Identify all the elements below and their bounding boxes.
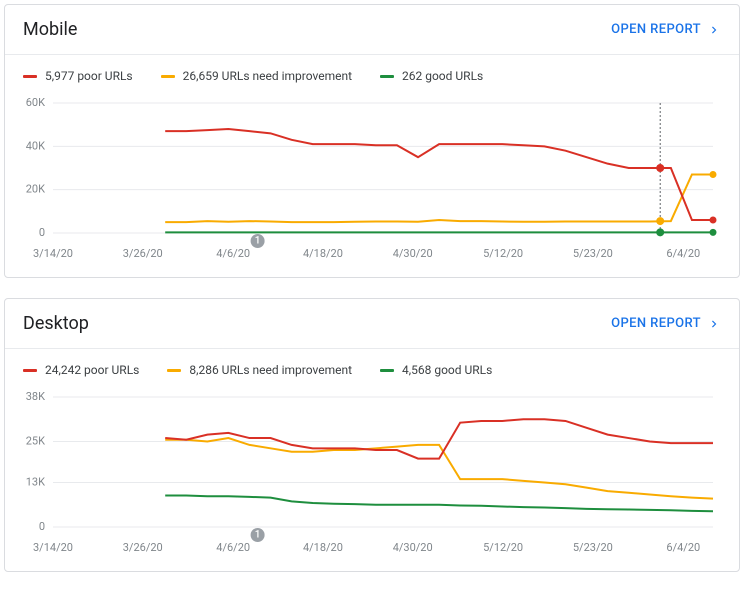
swatch-improve [161, 75, 175, 78]
desktop-card-header: Desktop OPEN REPORT [5, 299, 739, 349]
svg-text:5/23/20: 5/23/20 [573, 247, 613, 260]
svg-text:4/30/20: 4/30/20 [393, 541, 433, 554]
svg-text:40K: 40K [26, 139, 45, 152]
svg-text:0: 0 [39, 520, 45, 533]
svg-text:4/18/20: 4/18/20 [303, 541, 343, 554]
legend-improve-label: 26,659 URLs need improvement [183, 69, 352, 83]
desktop-card: Desktop OPEN REPORT 24,242 poor URLs 8,2… [4, 298, 740, 572]
swatch-improve [167, 369, 181, 372]
mobile-card: Mobile OPEN REPORT 5,977 poor URLs 26,65… [4, 4, 740, 278]
svg-text:20K: 20K [26, 183, 45, 196]
svg-text:3/26/20: 3/26/20 [123, 247, 163, 260]
legend-improve: 26,659 URLs need improvement [161, 69, 352, 83]
open-report-label: OPEN REPORT [611, 316, 701, 331]
svg-text:25K: 25K [26, 434, 45, 447]
desktop-title: Desktop [23, 313, 89, 334]
svg-text:0: 0 [39, 226, 45, 239]
svg-text:13K: 13K [26, 476, 45, 489]
legend-improve-label: 8,286 URLs need improvement [189, 363, 352, 377]
legend-good-label: 262 good URLs [402, 69, 483, 83]
legend-poor: 24,242 poor URLs [23, 363, 139, 377]
legend-good: 262 good URLs [380, 69, 483, 83]
desktop-chart: 0 13K 25K 38K 1 3/14/20 3/26/20 4/6/20 4/18/20 4/… [5, 383, 739, 571]
chevron-right-icon [707, 23, 721, 37]
swatch-poor [23, 369, 37, 372]
chevron-right-icon [707, 317, 721, 331]
swatch-good [380, 369, 394, 372]
mobile-open-report-link[interactable]: OPEN REPORT [611, 22, 721, 37]
svg-text:38K: 38K [26, 390, 45, 403]
legend-good: 4,568 good URLs [380, 363, 492, 377]
svg-text:4/30/20: 4/30/20 [393, 247, 433, 260]
mobile-chart-svg: 0 20K 40K 60K 1 3/14/20 3/26/20 4/6/20 4/18/20 4/… [11, 93, 731, 263]
svg-text:4/18/20: 4/18/20 [303, 247, 343, 260]
mobile-chart: 0 20K 40K 60K 1 3/14/20 3/26/20 4/6/20 4/18/20 4/… [5, 89, 739, 277]
svg-text:3/14/20: 3/14/20 [33, 541, 73, 554]
legend-poor-label: 24,242 poor URLs [45, 363, 139, 377]
svg-text:6/4/20: 6/4/20 [666, 247, 700, 260]
legend-poor-label: 5,977 poor URLs [45, 69, 133, 83]
svg-text:5/12/20: 5/12/20 [483, 247, 523, 260]
open-report-label: OPEN REPORT [611, 22, 701, 37]
mobile-title: Mobile [23, 19, 77, 40]
svg-text:1: 1 [255, 236, 261, 247]
svg-text:5/12/20: 5/12/20 [483, 541, 523, 554]
desktop-legend: 24,242 poor URLs 8,286 URLs need improve… [5, 349, 739, 383]
mobile-card-header: Mobile OPEN REPORT [5, 5, 739, 55]
desktop-open-report-link[interactable]: OPEN REPORT [611, 316, 721, 331]
svg-text:3/14/20: 3/14/20 [33, 247, 73, 260]
svg-text:60K: 60K [26, 96, 45, 109]
svg-text:3/26/20: 3/26/20 [123, 541, 163, 554]
legend-improve: 8,286 URLs need improvement [167, 363, 352, 377]
mobile-legend: 5,977 poor URLs 26,659 URLs need improve… [5, 55, 739, 89]
desktop-chart-svg: 0 13K 25K 38K 1 3/14/20 3/26/20 4/6/20 4/18/20 4/… [11, 387, 731, 557]
legend-good-label: 4,568 good URLs [402, 363, 492, 377]
svg-text:6/4/20: 6/4/20 [666, 541, 700, 554]
svg-text:5/23/20: 5/23/20 [573, 541, 613, 554]
svg-text:4/6/20: 4/6/20 [216, 247, 250, 260]
swatch-good [380, 75, 394, 78]
legend-poor: 5,977 poor URLs [23, 69, 133, 83]
svg-text:1: 1 [255, 530, 261, 541]
svg-text:4/6/20: 4/6/20 [216, 541, 250, 554]
swatch-poor [23, 75, 37, 78]
